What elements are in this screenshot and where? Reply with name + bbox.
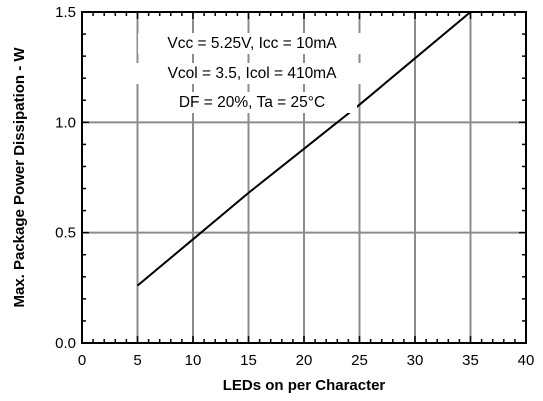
x-tick-label: 35 [462,352,479,369]
annotation-background [138,33,366,54]
x-tick-label: 10 [185,352,202,369]
x-tick-label: 30 [407,352,424,369]
y-axis-tick-labels: 0.0 0.5 1.0 1.5 [55,4,76,352]
y-tick-label: 0.5 [55,225,76,242]
x-axis-title: LEDs on per Character [223,377,386,394]
y-axis-title: Max. Package Power Dissipation - W [11,47,28,308]
series-line [136,11,472,287]
x-tick-label: 40 [518,352,535,369]
y-tick-label: 1.5 [55,4,76,21]
annotation-background [136,63,368,84]
y-tick-label: 1.0 [55,114,76,131]
annotation-background [147,92,357,113]
x-tick-label: 5 [133,352,141,369]
x-axis-tick-labels: 0 5 10 15 20 25 30 35 40 [78,352,535,369]
grid-lines [82,12,526,343]
y-tick-label: 0.0 [55,335,76,352]
x-tick-label: 0 [78,352,86,369]
plot-frame [81,11,527,344]
x-tick-label: 25 [351,352,368,369]
annotation-line: DF = 20%, Ta = 25°C [179,94,325,111]
x-tick-label: 20 [296,352,313,369]
annotation-line: Vcol = 3.5, Icol = 410mA [168,65,338,82]
series-lines [136,11,472,287]
annotation-line: Vcc = 5.25V, Icc = 10mA [167,35,337,52]
x-tick-label: 15 [240,352,257,369]
annotation-block: Vcc = 5.25V, Icc = 10mA Vcol = 3.5, Icol … [136,33,368,113]
